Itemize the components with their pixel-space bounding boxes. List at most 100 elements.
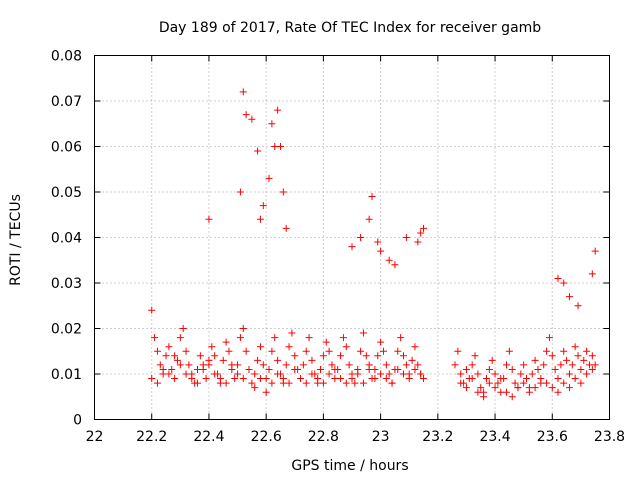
data-point <box>148 306 156 314</box>
data-point <box>560 347 568 355</box>
data-point <box>577 365 585 373</box>
data-point <box>520 361 528 369</box>
data-point <box>185 361 193 369</box>
data-point <box>565 370 573 378</box>
data-point <box>400 352 407 360</box>
y-tick-labels: 0 0.01 0.02 0.03 0.04 0.05 0.06 0.07 0.0… <box>51 49 82 429</box>
data-point <box>457 370 465 378</box>
data-point <box>285 379 293 387</box>
data-point <box>565 384 573 392</box>
data-point <box>414 361 422 369</box>
data-point <box>368 193 376 201</box>
data-point <box>337 375 345 383</box>
data-point <box>279 375 287 383</box>
data-point <box>543 347 551 355</box>
data-point <box>560 379 568 387</box>
data-point <box>254 147 262 155</box>
data-point <box>474 370 482 378</box>
data-point <box>511 379 519 387</box>
data-point <box>245 365 253 373</box>
data-point <box>222 338 230 346</box>
y-axis-label: ROTI / TECUs <box>8 194 24 286</box>
data-point <box>314 375 322 383</box>
data-point <box>305 334 313 342</box>
data-point <box>583 370 591 378</box>
data-point <box>357 234 365 241</box>
data-point <box>540 361 548 369</box>
data-point <box>256 343 264 351</box>
data-point <box>271 334 279 342</box>
data-point <box>402 234 410 241</box>
data-points <box>148 88 599 401</box>
data-point <box>165 370 173 378</box>
data-point <box>211 352 219 360</box>
data-point <box>254 356 262 364</box>
data-point <box>451 361 459 369</box>
data-point <box>325 370 333 378</box>
data-point <box>348 243 356 251</box>
x-tick-label: 23.4 <box>479 429 510 445</box>
data-point <box>251 370 259 378</box>
data-point <box>153 347 161 355</box>
data-point <box>488 356 496 364</box>
data-point <box>259 361 267 369</box>
data-point <box>274 106 282 114</box>
data-point <box>176 334 184 342</box>
data-point <box>420 224 428 232</box>
data-point <box>480 393 488 401</box>
data-point <box>371 375 379 383</box>
data-point <box>171 352 179 360</box>
data-point <box>262 388 270 396</box>
data-point <box>297 375 304 383</box>
y-tick-label: 0.01 <box>51 367 82 383</box>
data-point <box>354 370 362 378</box>
data-point <box>385 256 393 264</box>
y-tick-label: 0.02 <box>51 322 82 338</box>
data-point <box>153 379 161 387</box>
data-point <box>374 238 382 246</box>
data-point <box>491 370 499 378</box>
data-point <box>265 365 273 373</box>
data-point <box>171 375 179 383</box>
data-point <box>365 215 373 223</box>
data-point <box>337 352 345 360</box>
data-point <box>411 365 419 373</box>
data-point <box>208 343 216 351</box>
y-tick-label: 0.05 <box>51 185 82 201</box>
data-point <box>462 365 470 373</box>
data-point <box>242 111 250 119</box>
data-point <box>357 347 365 355</box>
data-point <box>534 365 542 373</box>
data-point <box>328 361 336 369</box>
data-point <box>236 334 244 342</box>
data-point <box>588 270 596 278</box>
data-point <box>577 379 585 387</box>
data-point <box>400 370 407 378</box>
axis-ticks <box>94 55 610 420</box>
data-point <box>165 343 173 351</box>
data-point <box>414 238 422 246</box>
data-point <box>482 375 490 383</box>
data-point <box>505 347 513 355</box>
data-point <box>420 375 428 383</box>
y-tick-label: 0.04 <box>51 231 82 247</box>
data-point <box>377 247 385 255</box>
data-point <box>554 274 562 282</box>
data-point <box>554 388 562 396</box>
data-point <box>196 352 204 360</box>
data-point <box>517 370 525 378</box>
data-point <box>148 375 156 383</box>
data-point <box>580 356 588 364</box>
data-point <box>282 361 290 369</box>
x-axis-label: GPS time / hours <box>291 458 408 474</box>
data-point <box>299 361 307 369</box>
data-point <box>405 375 413 383</box>
data-point <box>503 361 510 369</box>
data-point <box>268 379 276 387</box>
data-point <box>457 379 465 387</box>
data-point <box>211 370 219 378</box>
data-point <box>351 379 359 387</box>
data-point <box>531 356 539 364</box>
data-point <box>342 343 350 351</box>
